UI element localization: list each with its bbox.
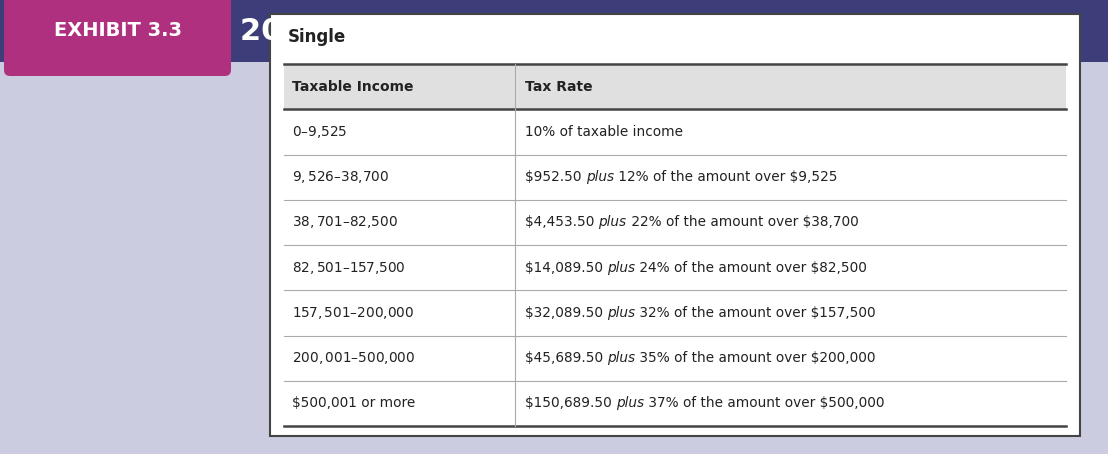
Text: plus: plus xyxy=(607,351,635,365)
FancyBboxPatch shape xyxy=(270,14,1080,436)
Text: 32% of the amount over $157,500: 32% of the amount over $157,500 xyxy=(635,306,875,320)
Text: plus: plus xyxy=(607,261,635,275)
Text: 37% of the amount over $500,000: 37% of the amount over $500,000 xyxy=(644,396,884,410)
FancyBboxPatch shape xyxy=(284,64,1066,109)
Text: 10% of taxable income: 10% of taxable income xyxy=(525,125,683,139)
Text: $952.50: $952.50 xyxy=(525,170,585,184)
Text: $82,501–$157,500: $82,501–$157,500 xyxy=(293,260,406,276)
Text: 22% of the amount over $38,700: 22% of the amount over $38,700 xyxy=(626,215,859,229)
Text: $157,501–$200,000: $157,501–$200,000 xyxy=(293,305,414,321)
Text: plus: plus xyxy=(585,170,614,184)
FancyBboxPatch shape xyxy=(0,0,1108,62)
Text: EXHIBIT 3.3: EXHIBIT 3.3 xyxy=(53,21,182,40)
Text: Taxable Income: Taxable Income xyxy=(293,79,413,94)
Text: Single: Single xyxy=(288,28,346,46)
Text: 24% of the amount over $82,500: 24% of the amount over $82,500 xyxy=(635,261,868,275)
Text: $45,689.50: $45,689.50 xyxy=(525,351,607,365)
Text: plus: plus xyxy=(616,396,644,410)
Text: $0–$9,525: $0–$9,525 xyxy=(293,124,347,140)
Text: 2018 Tax Rate Schedules: 2018 Tax Rate Schedules xyxy=(240,16,668,45)
Text: $32,089.50: $32,089.50 xyxy=(525,306,607,320)
Text: $500,001 or more: $500,001 or more xyxy=(293,396,416,410)
Text: plus: plus xyxy=(598,215,626,229)
Text: $14,089.50: $14,089.50 xyxy=(525,261,607,275)
Text: $150,689.50: $150,689.50 xyxy=(525,396,616,410)
FancyBboxPatch shape xyxy=(4,0,230,76)
Text: 35% of the amount over $200,000: 35% of the amount over $200,000 xyxy=(635,351,875,365)
Text: $4,453.50: $4,453.50 xyxy=(525,215,598,229)
Text: Tax Rate: Tax Rate xyxy=(525,79,593,94)
Text: $200,001–$500,000: $200,001–$500,000 xyxy=(293,350,416,366)
Text: plus: plus xyxy=(607,306,635,320)
Text: $38,701–$82,500: $38,701–$82,500 xyxy=(293,214,398,230)
Text: $9,526–$38,700: $9,526–$38,700 xyxy=(293,169,389,185)
Text: 12% of the amount over $9,525: 12% of the amount over $9,525 xyxy=(614,170,838,184)
